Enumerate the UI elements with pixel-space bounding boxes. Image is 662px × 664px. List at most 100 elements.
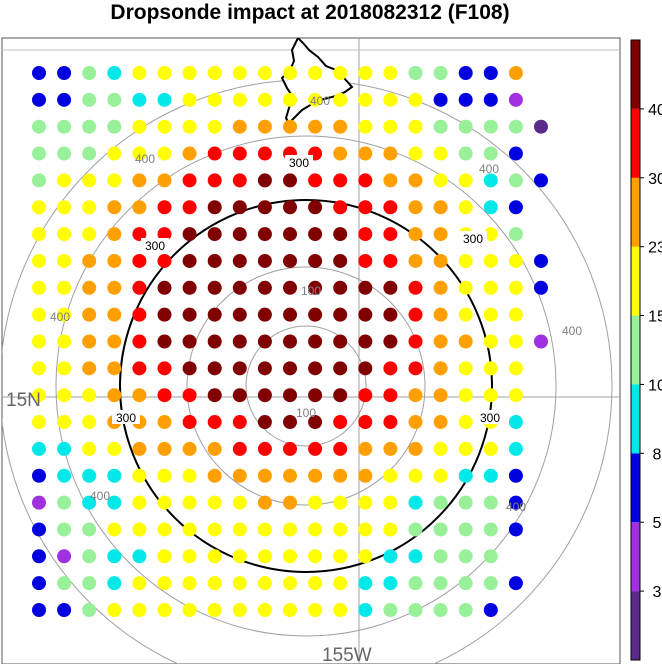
colorbar-frame <box>630 39 641 661</box>
impact-dot <box>458 441 473 456</box>
impact-dot <box>82 495 97 510</box>
impact-dot <box>283 280 297 295</box>
impact-dot <box>408 576 423 591</box>
impact-dot <box>32 495 46 510</box>
impact-dot <box>383 468 398 483</box>
impact-dot <box>458 173 473 188</box>
impact-dot <box>132 441 147 456</box>
impact-dot <box>132 522 147 537</box>
impact-dot <box>132 549 147 564</box>
impact-dot <box>508 388 523 403</box>
impact-dot <box>257 146 272 161</box>
impact-dot <box>257 307 272 322</box>
colorbar-segment <box>631 384 640 454</box>
impact-dot <box>333 603 348 617</box>
ring-label: 400 <box>50 310 70 324</box>
impact-dot <box>458 66 473 80</box>
impact-dot <box>458 468 473 483</box>
impact-dot <box>82 441 97 456</box>
impact-dot <box>408 66 423 80</box>
range-ring <box>186 266 426 506</box>
impact-dot <box>358 549 373 564</box>
impact-dot <box>333 92 348 107</box>
impact-dot <box>157 576 172 591</box>
impact-dot <box>308 468 323 483</box>
impact-dot <box>107 173 122 188</box>
impact-dot <box>534 173 548 188</box>
impact-dot <box>182 280 197 295</box>
impact-dot <box>157 66 172 80</box>
impact-dot <box>232 361 247 376</box>
impact-dot <box>483 173 498 188</box>
impact-dot <box>483 603 498 617</box>
impact-dot <box>433 200 448 215</box>
impact-dot <box>157 200 172 215</box>
impact-dot <box>232 227 247 242</box>
impact-dot <box>132 576 147 591</box>
impact-dot <box>333 66 348 80</box>
impact-dot <box>57 173 72 188</box>
impact-dot <box>333 415 348 430</box>
impact-dot <box>182 253 197 268</box>
impact-dot <box>534 119 548 134</box>
impact-dot <box>458 253 473 268</box>
impact-dot <box>107 576 122 591</box>
impact-dot <box>283 173 297 188</box>
ring-label: 400 <box>135 152 155 166</box>
impact-dot <box>408 146 423 161</box>
impact-dot <box>132 92 147 107</box>
ring-label: 300 <box>145 239 165 253</box>
impact-dot <box>358 334 373 349</box>
impact-dot <box>182 549 197 564</box>
impact-dot <box>383 92 398 107</box>
impact-dot <box>333 576 348 591</box>
impact-dot <box>107 441 122 456</box>
impact-dot <box>308 576 323 591</box>
impact-dot <box>57 549 72 564</box>
impact-dot <box>232 146 247 161</box>
impact-dot <box>107 307 122 322</box>
impact-dot <box>508 495 523 510</box>
impact-dot <box>383 522 398 537</box>
impact-dot <box>283 92 297 107</box>
impact-dot <box>157 388 172 403</box>
impact-dot <box>57 280 72 295</box>
impact-dot <box>483 119 498 134</box>
impact-dot <box>257 173 272 188</box>
impact-dot <box>333 468 348 483</box>
impact-dot <box>182 334 197 349</box>
impact-dot <box>408 280 423 295</box>
impact-dot <box>483 576 498 591</box>
impact-dot <box>182 388 197 403</box>
impact-dot <box>132 334 147 349</box>
colorbar-segment <box>631 177 640 247</box>
impact-dot <box>257 334 272 349</box>
impact-dot <box>534 280 548 295</box>
impact-dot <box>383 253 398 268</box>
impact-dot <box>107 92 122 107</box>
impact-dot <box>257 92 272 107</box>
impact-dot <box>257 361 272 376</box>
impact-dot <box>182 495 197 510</box>
ring-labels: 100 100 300 300 300 300 300 400 400 400 400 400 400 4… <box>50 94 582 514</box>
impact-dot <box>308 280 323 295</box>
ring-label: 300 <box>463 232 483 246</box>
impact-dot <box>458 334 473 349</box>
impact-dot <box>207 415 222 430</box>
impact-dot <box>508 576 523 591</box>
impact-dot <box>257 200 272 215</box>
impact-dot <box>157 522 172 537</box>
range-ring <box>55 135 557 637</box>
impact-dot <box>358 146 373 161</box>
impact-dot <box>458 522 473 537</box>
impact-dot <box>257 495 272 510</box>
impact-dot <box>207 227 222 242</box>
ring-label: 300 <box>116 411 136 425</box>
impact-dot <box>333 200 348 215</box>
impact-dot <box>157 227 172 242</box>
impact-dot <box>358 307 373 322</box>
impact-dot <box>358 119 373 134</box>
impact-dot <box>232 549 247 564</box>
impact-dot <box>82 576 97 591</box>
impact-dot <box>433 280 448 295</box>
